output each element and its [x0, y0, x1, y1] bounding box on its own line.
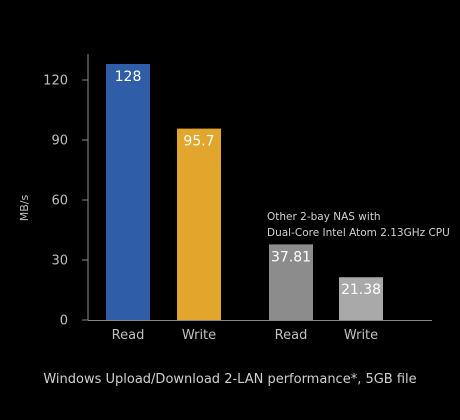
axes: 0 30 60 90 120 [43, 54, 432, 329]
x-tick-label-2: Write [182, 328, 216, 343]
data-label-3: 37.81 [271, 249, 311, 265]
y-tick-label: 90 [51, 134, 68, 149]
data-label-1: 128 [115, 69, 142, 85]
labels: 128 Read 95.7 Write 37.81 Read 21.38 Write [112, 69, 381, 343]
bars [106, 64, 383, 320]
annotation: Other 2-bay NAS with Dual-Core Intel Atom… [267, 211, 450, 239]
y-axis-title: MB/s [18, 194, 31, 221]
x-tick-label-1: Read [112, 328, 145, 343]
y-tick-label: 120 [43, 74, 68, 89]
x-tick-label-3: Read [275, 328, 308, 343]
annotation-line-1: Other 2-bay NAS with [267, 211, 381, 223]
annotation-line-2: Dual-Core Intel Atom 2.13GHz CPU [267, 227, 450, 239]
bar-2 [177, 128, 221, 320]
x-tick-label-4: Write [344, 328, 378, 343]
bar-1 [106, 64, 150, 320]
data-label-2: 95.7 [183, 134, 214, 150]
bar-4 [339, 277, 383, 320]
chart-caption: Windows Upload/Download 2-LAN performanc… [43, 372, 417, 387]
bar-3 [269, 244, 313, 320]
data-label-4: 21.38 [341, 282, 381, 298]
y-tick-label: 0 [60, 314, 68, 329]
y-tick-label: 30 [51, 254, 68, 269]
y-tick-label: 60 [51, 194, 68, 209]
